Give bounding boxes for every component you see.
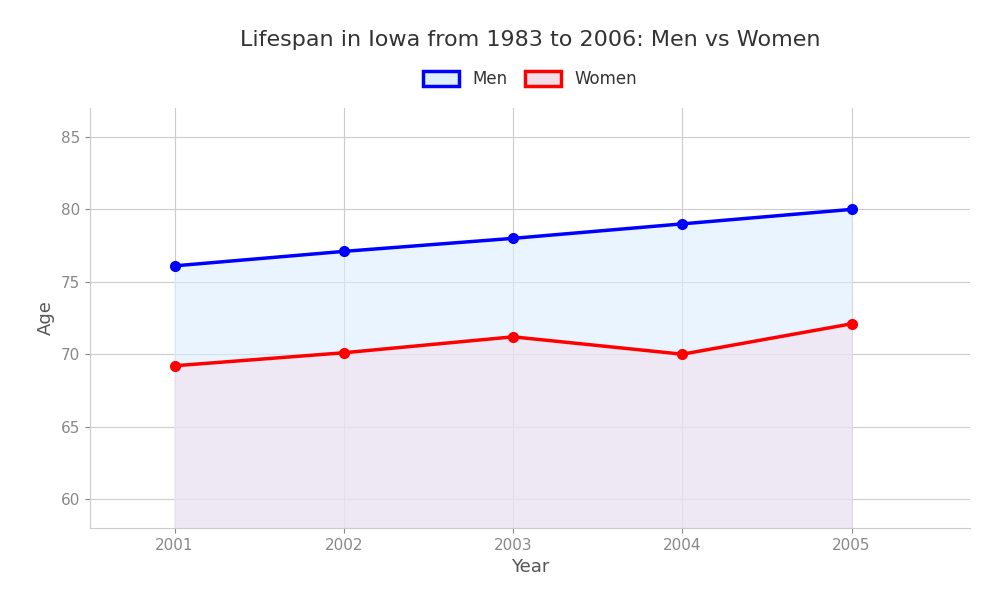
Women: [507, 333, 519, 340]
X-axis label: Year: Year: [511, 558, 549, 576]
Women: [169, 362, 181, 370]
Men: [338, 248, 350, 255]
Men: [169, 262, 181, 269]
Women: [846, 320, 858, 328]
Line: Men: Men: [170, 205, 856, 271]
Men: [507, 235, 519, 242]
Men: [846, 206, 858, 213]
Men: [676, 220, 688, 227]
Legend: Men, Women: Men, Women: [414, 62, 646, 97]
Women: [676, 350, 688, 358]
Line: Women: Women: [170, 319, 856, 371]
Y-axis label: Age: Age: [37, 301, 55, 335]
Title: Lifespan in Iowa from 1983 to 2006: Men vs Women: Lifespan in Iowa from 1983 to 2006: Men …: [240, 29, 820, 49]
Women: [338, 349, 350, 356]
